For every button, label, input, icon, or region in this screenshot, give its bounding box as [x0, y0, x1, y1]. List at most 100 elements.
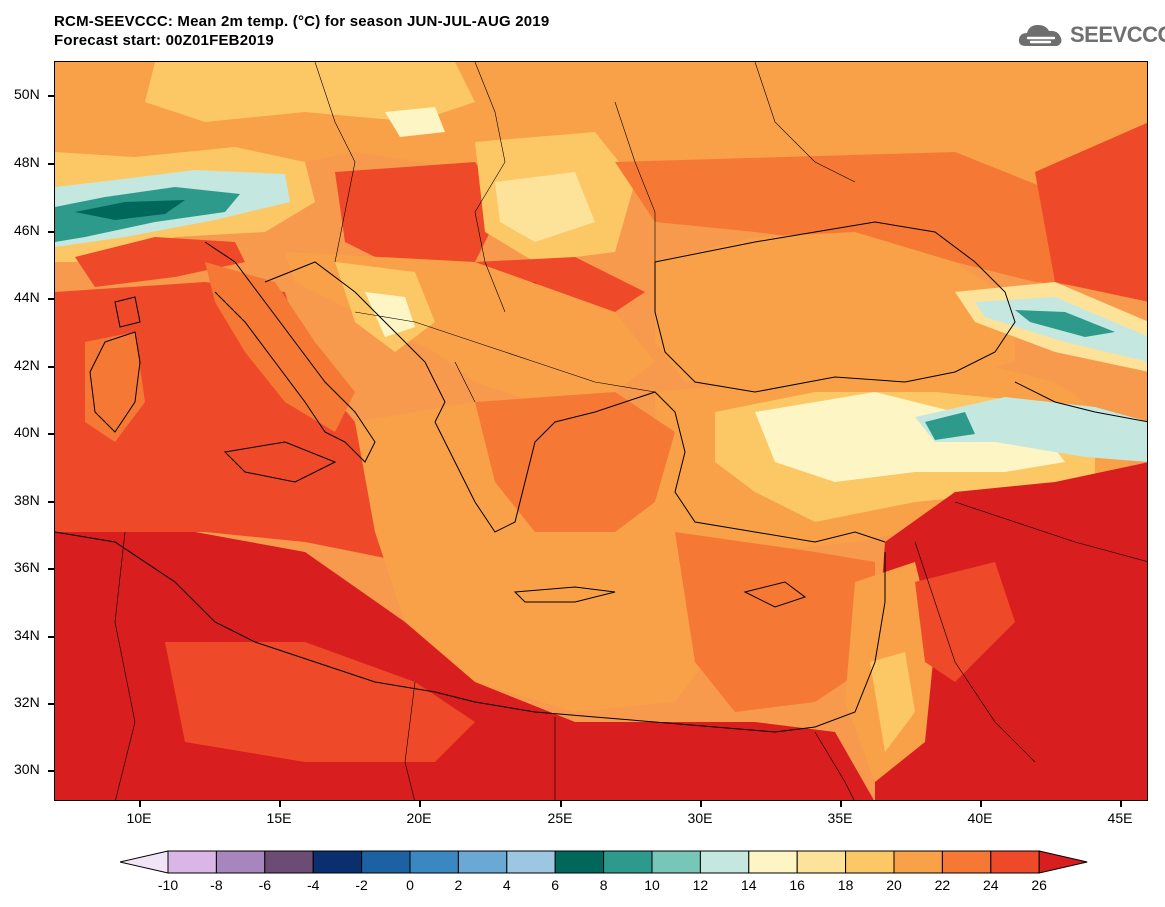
lon-tick: [980, 801, 982, 807]
country-borders: [114, 62, 1147, 800]
lat-tick: [48, 703, 54, 705]
lon-label-10e: 10E: [126, 810, 152, 826]
colorbar-label: 24: [983, 877, 999, 893]
region-anatolia-pale: [755, 392, 1065, 482]
region-balkans-pale: [365, 292, 415, 337]
region-russia-hot: [1035, 122, 1147, 302]
lon-label-20e: 20E: [406, 810, 432, 826]
colorbar-label: 22: [934, 877, 951, 893]
region-caucasus-teal: [1015, 310, 1115, 337]
lon-label-35e: 35E: [827, 810, 853, 826]
lat-tick: [48, 298, 54, 300]
region-pannonian-hot: [335, 162, 505, 272]
lon-tick: [700, 801, 702, 807]
region-anatolia-teal: [925, 412, 975, 440]
region-north-light: [145, 62, 475, 122]
colorbar-label: 10: [644, 877, 660, 893]
colorbar-cell: [941, 850, 992, 874]
lat-label-48n: 48N: [14, 154, 40, 170]
colorbar-cell: [361, 850, 411, 874]
coastlines: [55, 221, 1147, 733]
colorbar-cell: [651, 850, 701, 874]
colorbar-cell: [796, 850, 847, 874]
lat-label-40n: 40N: [14, 424, 40, 440]
colorbar-cell: [264, 850, 314, 874]
colorbar: [120, 850, 1088, 874]
lon-tick: [1120, 801, 1122, 807]
lat-label-32n: 32N: [14, 694, 40, 710]
colorbar-label: 18: [837, 877, 854, 893]
colorbar-cells: [120, 850, 1088, 874]
colorbar-label: 6: [551, 877, 560, 893]
lat-tick: [48, 770, 54, 772]
region-carpathian-pale: [495, 172, 595, 242]
region-libya-coast: [165, 642, 475, 762]
colorbar-cell: [554, 850, 605, 874]
lat-tick: [48, 231, 54, 233]
colorbar-label: -8: [210, 877, 223, 893]
colorbar-label: 8: [599, 877, 608, 893]
lat-label-34n: 34N: [14, 627, 40, 643]
lat-tick: [48, 433, 54, 435]
lon-tick: [560, 801, 562, 807]
lat-label-50n: 50N: [14, 86, 40, 102]
region-north-pale: [385, 107, 445, 137]
seevccc-logo: SEEVCCC: [1016, 20, 1165, 50]
title-line-2: Forecast start: 00Z01FEB2019: [54, 32, 274, 49]
temperature-map: [54, 61, 1148, 801]
colorbar-cell: [312, 850, 363, 874]
lon-label-25e: 25E: [547, 810, 573, 826]
region-middle-east: [875, 462, 1147, 800]
region-western-med: [55, 282, 455, 562]
lat-label-44n: 44N: [14, 289, 40, 305]
lon-tick: [419, 801, 421, 807]
map-canvas: [55, 62, 1147, 800]
lat-label-36n: 36N: [14, 559, 40, 575]
lon-label-15e: 15E: [266, 810, 292, 826]
region-syria-hot: [915, 562, 1015, 682]
region-aegean: [475, 392, 675, 532]
colorbar-cell: [990, 850, 1040, 874]
colorbar-label: -6: [258, 877, 272, 893]
colorbar-cell: [893, 850, 943, 874]
lat-label-42n: 42N: [14, 357, 40, 373]
colorbar-label: 20: [886, 877, 902, 893]
region-anatolia-mint: [915, 397, 1147, 462]
lat-tick: [48, 501, 54, 503]
lat-tick: [48, 366, 54, 368]
logo-text: SEEVCCC: [1070, 22, 1165, 47]
map-title: RCM-SEEVCCC: Mean 2m temp. (°C) for seas…: [54, 12, 549, 50]
colorbar-cell: [409, 850, 459, 874]
colorbar-cell-min: [120, 850, 169, 874]
black-sea: [655, 232, 1015, 387]
region-sardinia-mild: [85, 332, 145, 442]
lon-label-30e: 30E: [687, 810, 713, 826]
colorbar-cell: [167, 850, 217, 874]
lat-tick: [48, 636, 54, 638]
colorbar-label: 0: [406, 877, 414, 893]
colorbar-label: -4: [306, 877, 320, 893]
lon-tick: [139, 801, 141, 807]
lon-tick: [840, 801, 842, 807]
colorbar-label: 14: [741, 877, 757, 893]
colorbar-label: -10: [157, 877, 179, 893]
colorbar-label: 12: [692, 877, 709, 893]
colorbar-cell: [603, 850, 653, 874]
colorbar-cell: [215, 850, 266, 874]
colorbar-label: 16: [789, 877, 805, 893]
region-po-valley: [75, 237, 245, 287]
lon-label-40e: 40E: [967, 810, 993, 826]
cloud-icon: [1018, 25, 1062, 46]
colorbar-cell: [699, 850, 750, 874]
colorbar-cell-max: [1038, 850, 1088, 874]
lat-tick: [48, 95, 54, 97]
colorbar-cell: [506, 850, 556, 874]
lat-label-38n: 38N: [14, 492, 40, 508]
lon-tick: [279, 801, 281, 807]
colorbar-label: 4: [502, 877, 511, 893]
lon-label-45e: 45E: [1107, 810, 1133, 826]
colorbar-label: 26: [1031, 877, 1047, 893]
colorbar-cell: [845, 850, 895, 874]
lat-label-30n: 30N: [14, 761, 40, 777]
region-alps-dark: [75, 200, 185, 220]
